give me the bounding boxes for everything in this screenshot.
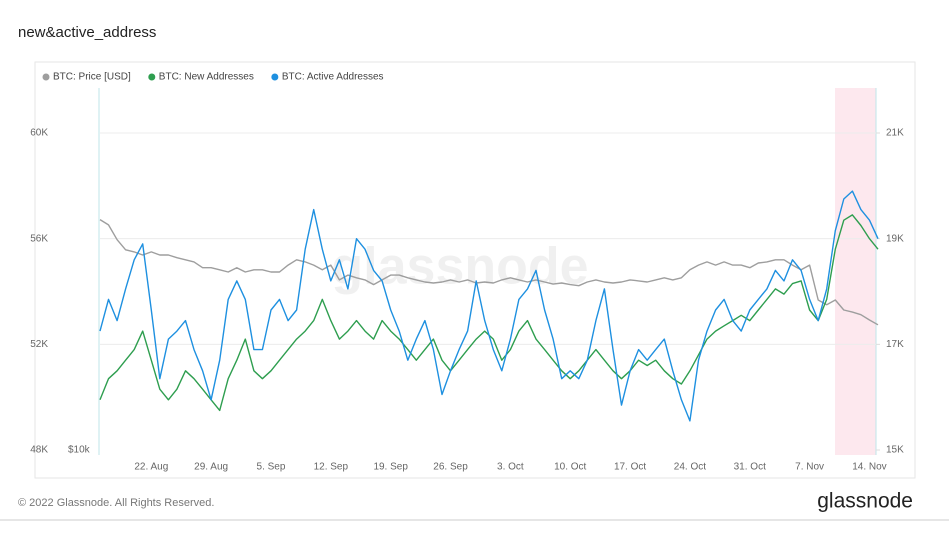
legend-marker	[271, 73, 279, 81]
x-tick-label: 17. Oct	[614, 462, 646, 473]
x-tick-label: 5. Sep	[257, 462, 286, 473]
highlight-band	[835, 88, 876, 455]
y2-tick-label: 15K	[886, 445, 904, 456]
chart-frame	[34, 61, 916, 479]
series-line	[99, 190, 879, 422]
y2-tick-label: 17K	[886, 339, 904, 350]
logo: glassnode	[817, 490, 913, 513]
x-tick-label: 10. Oct	[554, 462, 586, 473]
x-tick-label: 3. Oct	[497, 462, 524, 473]
annotation: $10k	[68, 445, 91, 456]
y-tick-label: 48K	[30, 445, 48, 456]
x-tick-label: 19. Sep	[373, 462, 408, 473]
watermark: glassnode	[331, 238, 588, 296]
legend-label: BTC: New Addresses	[159, 72, 254, 83]
y2-tick-label: 21K	[886, 128, 904, 139]
y2-tick-label: 19K	[886, 233, 904, 244]
footer: © 2022 Glassnode. All Rights Reserved.	[18, 497, 214, 509]
legend-marker	[42, 73, 50, 81]
series-line	[99, 219, 879, 326]
x-tick-label: 22. Aug	[134, 462, 168, 473]
y-tick-label: 52K	[30, 339, 48, 350]
y-tick-label: 60K	[30, 128, 48, 139]
x-tick-label: 24. Oct	[674, 462, 706, 473]
legend-label: BTC: Active Addresses	[282, 72, 384, 83]
x-tick-label: 12. Sep	[314, 462, 349, 473]
legend-label: BTC: Price [USD]	[53, 72, 131, 83]
chart-title: new&active_address	[18, 24, 156, 41]
x-tick-label: 26. Sep	[433, 462, 468, 473]
y-tick-label: 56K	[30, 233, 48, 244]
x-tick-label: 7. Nov	[795, 462, 824, 473]
x-tick-label: 29. Aug	[194, 462, 228, 473]
x-tick-label: 31. Oct	[734, 462, 766, 473]
legend-marker	[148, 73, 156, 81]
plot-layer: 48K 52K 56K 60K 15K 17K 19K 21K 22. Aug 29. Aug 5.…	[30, 72, 904, 473]
x-tick-label: 14. Nov	[852, 462, 886, 473]
